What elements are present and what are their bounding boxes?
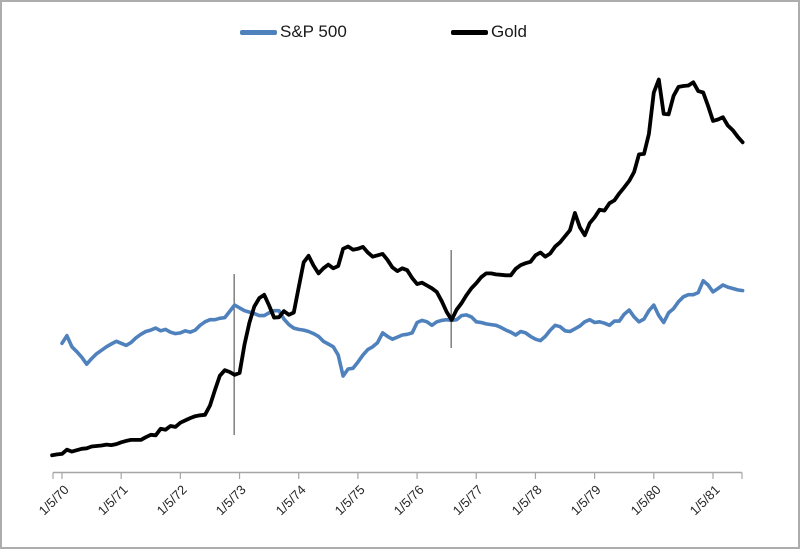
gold-line (50, 77, 745, 458)
series-lines (50, 77, 745, 458)
vline-annotations (233, 250, 452, 435)
sp500-line (60, 278, 745, 378)
legend-item-gold: Gold (451, 21, 527, 43)
legend-label: Gold (491, 22, 527, 41)
legend-label: S&P 500 (280, 22, 347, 41)
legend-item-s-p-500: S&P 500 (240, 21, 347, 43)
legend-swatch (240, 29, 277, 35)
chart-legend: S&P 500 Gold (2, 2, 798, 46)
legend-swatch (451, 29, 488, 35)
x-axis (52, 471, 743, 479)
